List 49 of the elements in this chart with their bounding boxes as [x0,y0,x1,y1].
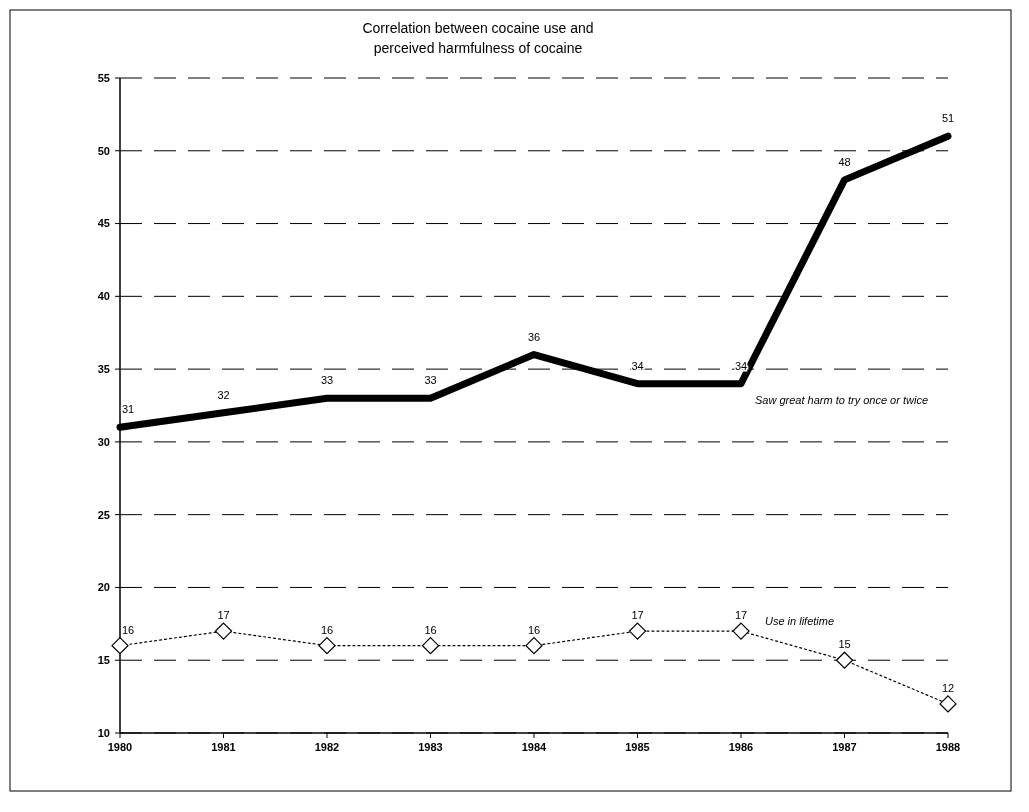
data-label: 16 [527,623,541,636]
y-tick-label: 35 [97,362,110,375]
data-label: 12 [941,681,955,694]
data-label: 31 [121,403,135,416]
x-tick-label: 1982 [314,741,340,753]
point [732,622,750,640]
y-tick-label: 10 [97,726,110,739]
data-label: 34 [734,359,748,372]
series-label: Use in lifetime [765,615,835,628]
x-tick-label: 1988 [935,741,961,753]
data-label: 32 [217,388,230,401]
data-label: 15 [838,638,851,651]
data-label: 33 [320,374,334,387]
data-label: 48 [838,155,851,168]
point [111,637,129,655]
series-label: Saw great harm to try once or twice [755,393,929,406]
x-tick-label: 1980 [107,741,133,753]
data-label: 16 [121,623,135,636]
data-label: 16 [320,623,334,636]
data-label: 17 [631,609,644,622]
point [628,622,647,640]
x-tick-label: 1983 [418,741,443,753]
point [525,637,543,655]
y-tick-label: 40 [97,290,110,303]
data-label: 51 [941,112,955,125]
chart-title: Correlation between cocaine use and perceived harmfulness of cocaine [362,20,594,56]
data-label: 17 [734,609,748,622]
y-tick-label: 30 [97,435,110,448]
data-label: 36 [527,330,541,343]
x-tick-label: 1986 [728,741,754,753]
data-label: 33 [424,374,437,387]
y-tick-label: 45 [97,217,110,230]
x-tick-label: 1987 [832,741,857,753]
point [939,695,957,713]
point [214,622,233,640]
point [421,637,440,655]
data-label: 34 [631,359,644,372]
point [835,651,854,669]
y-tick-label: 25 [97,508,110,521]
y-tick-label: 20 [97,581,110,594]
y-tick-label: 15 [97,654,110,667]
y-tick-label: 50 [97,144,110,157]
data-label: 17 [217,609,230,622]
x-tick-label: 1985 [625,741,650,753]
point [318,637,336,655]
y-tick-label: 55 [97,71,110,84]
data-label: 16 [424,623,437,636]
x-tick-label: 1981 [211,741,236,753]
x-tick-label: 1984 [521,741,548,753]
